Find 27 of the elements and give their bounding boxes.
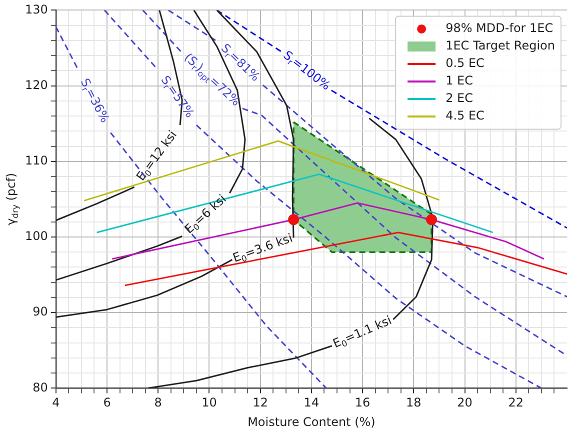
legend-label: 1EC Target Region bbox=[446, 38, 556, 53]
x-tick-label: 16 bbox=[354, 396, 370, 410]
legend-label: 1 EC bbox=[446, 74, 473, 88]
text: E0=1.1 ksi bbox=[330, 313, 394, 351]
legend-label: 98% MDD-for 1EC bbox=[446, 21, 554, 36]
x-tick-label: 18 bbox=[406, 396, 422, 410]
y-axis-title: γdry (pcf) bbox=[4, 172, 20, 226]
x-tick-label: 14 bbox=[304, 396, 320, 410]
x-tick-label: 22 bbox=[508, 396, 524, 410]
x-tick-label: 8 bbox=[154, 396, 162, 410]
y-tick-label: 100 bbox=[25, 229, 48, 244]
y-tick-label: 90 bbox=[32, 304, 48, 319]
legend-label: 2 EC bbox=[446, 91, 473, 106]
y-tick-label: 110 bbox=[25, 154, 48, 168]
x-tick-label: 12 bbox=[252, 396, 268, 410]
y-tick-label: 80 bbox=[32, 380, 48, 394]
text: E0=6 ksi bbox=[182, 192, 229, 236]
text: E0=3.6 ksi bbox=[230, 230, 294, 265]
y-tick-label: 120 bbox=[25, 78, 48, 92]
x-tick-label: 10 bbox=[202, 396, 217, 410]
x-tick-label: 6 bbox=[103, 396, 111, 410]
legend-label: 4.5 EC bbox=[446, 108, 484, 123]
x-tick-label: 4 bbox=[52, 396, 60, 410]
y-tick-label: 130 bbox=[25, 2, 48, 16]
x-tick-label: 20 bbox=[457, 396, 472, 410]
x-axis-title: Moisture Content (%) bbox=[248, 414, 376, 429]
legend-label: 0.5 EC bbox=[446, 56, 484, 70]
